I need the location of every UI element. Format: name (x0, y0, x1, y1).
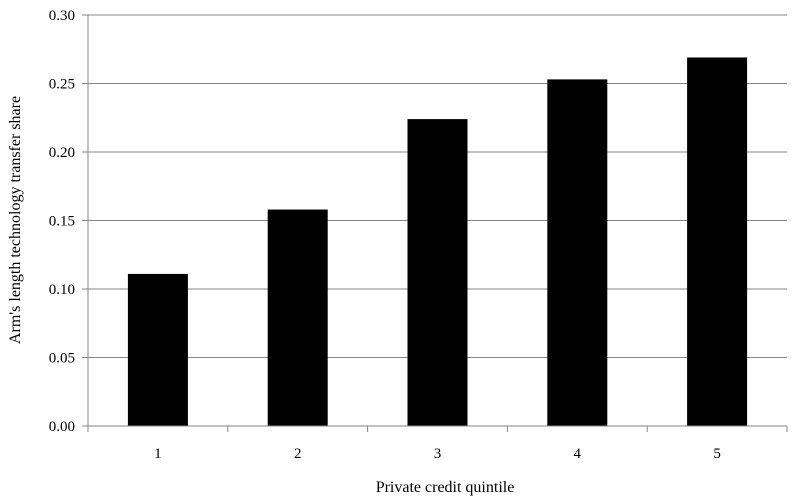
y-tick-label: 0.30 (49, 8, 75, 24)
x-tick-label: 5 (713, 446, 721, 462)
bar (407, 119, 468, 427)
x-axis-title: Private credit quintile (376, 479, 515, 496)
x-tick-label: 2 (294, 446, 302, 462)
y-tick-label: 0.25 (49, 77, 75, 93)
x-tick-label: 1 (154, 446, 162, 462)
x-tick-label: 3 (434, 446, 442, 462)
y-tick-label: 0.20 (49, 145, 75, 161)
y-tick-label: 0.10 (49, 282, 75, 298)
y-tick-label: 0.15 (49, 214, 75, 230)
y-axis-title: Arm's length technology transfer share (7, 96, 24, 344)
bar (267, 209, 328, 426)
bars (127, 57, 748, 427)
axes (82, 14, 788, 432)
bar (547, 79, 608, 426)
x-tick-label: 4 (574, 446, 582, 462)
y-tick-label: 0.00 (49, 419, 75, 435)
bar (687, 57, 748, 426)
bar (127, 273, 188, 426)
y-tick-label: 0.05 (49, 351, 75, 367)
tick-labels: 0.00 0.05 0.10 0.15 0.20 0.25 0.30 1 2 3 4 5 (49, 8, 721, 462)
